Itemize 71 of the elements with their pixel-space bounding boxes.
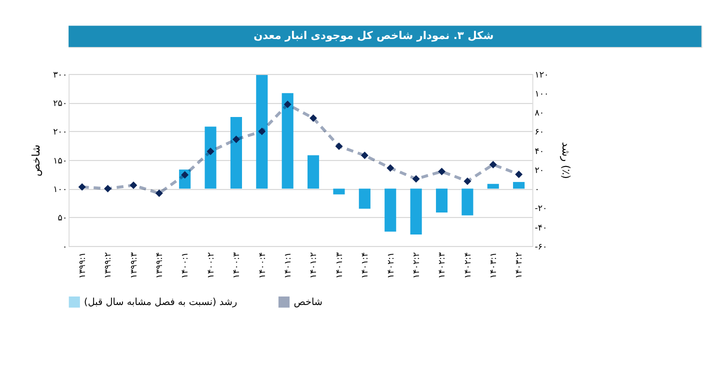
y-tick-label: ۲۰۰: [53, 128, 68, 138]
x-tick-label: ۱۴۰۰:۲: [206, 252, 216, 279]
bar: [513, 182, 525, 189]
chart-title: شکل ۳. نمودار شاخص کل موجودی انبار معدن: [254, 29, 494, 42]
y2-tick-label: ۴۰: [534, 146, 544, 157]
x-tick-label: ۱۴۰۱:۲: [309, 252, 320, 279]
bar: [462, 188, 474, 216]
x-tick-label: ۱۳۹۹:۳: [129, 252, 140, 279]
bar: [333, 188, 345, 194]
point: [360, 152, 368, 160]
legend-label: شاخص: [294, 296, 323, 308]
point: [206, 148, 214, 156]
point: [386, 164, 394, 172]
bar: [204, 126, 216, 189]
x-tick-label: ۱۴۰۰:۱: [180, 252, 191, 279]
y2-tick-label: -۲۰: [534, 204, 548, 214]
x-tick-label: ۱۴۰۱:۳: [334, 252, 345, 279]
x-tick-label: ۱۴۰۱:۱: [284, 252, 294, 279]
y2-tick-label: -۶۰: [534, 242, 548, 252]
point: [515, 170, 523, 178]
y2-tick-label: ۱۲۰: [534, 70, 549, 80]
bar: [256, 74, 268, 189]
x-tick-label: ۱۴۰۲:۲: [412, 252, 422, 279]
bar: [282, 93, 294, 189]
y-tick-label: ۰: [62, 242, 68, 252]
point: [130, 181, 138, 189]
bar: [487, 184, 499, 189]
point: [335, 142, 343, 150]
y2-tick-label: ۸۰: [534, 108, 544, 119]
point: [232, 136, 240, 144]
x-tick-label: ۱۴۰۲:۳: [438, 252, 448, 279]
x-tick-label: ۱۳۹۹:۲: [104, 252, 114, 279]
x-tick-label: ۱۴۰۳:۲: [514, 252, 525, 279]
point: [310, 114, 318, 122]
y-tick-label: ۲۵۰: [53, 99, 68, 110]
bar: [384, 188, 396, 232]
x-tick-label: ۱۴۰۰:۴: [258, 252, 268, 279]
point: [284, 100, 292, 108]
point: [258, 128, 266, 136]
point: [78, 183, 86, 191]
point: [464, 177, 472, 185]
x-tick-label: ۱۴۰۱:۴: [360, 252, 371, 279]
y2-tick-label: ۱۰۰: [534, 90, 549, 100]
bar: [410, 188, 422, 235]
bar: [358, 188, 370, 209]
y-tick-label: ۳۰۰: [53, 70, 68, 80]
x-tick-label: ۱۴۰۰:۳: [232, 252, 242, 279]
point: [181, 171, 189, 179]
bar: [308, 155, 320, 189]
point: [104, 184, 112, 192]
x-tick-label: ۱۳۹۹:۱: [78, 252, 88, 279]
point: [489, 160, 497, 168]
y2-tick-label: ۶۰: [534, 128, 544, 138]
y-tick-label: ۵۰: [58, 214, 68, 224]
x-tick-label: ۱۴۰۳:۱: [489, 252, 500, 279]
x-tick-label: ۱۴۰۲:۴: [463, 252, 474, 279]
y-axis-title: شاخص: [30, 144, 43, 176]
point: [438, 168, 446, 176]
x-tick-label: ۱۳۹۹:۴: [155, 252, 166, 279]
y2-axis-title: رشد (٪): [559, 142, 572, 179]
y-tick-label: ۱۰۰: [53, 185, 68, 196]
legend-label: رشد (نسبت به فصل مشابه سال قبل): [84, 296, 238, 308]
bar: [436, 188, 448, 213]
bar: [230, 117, 242, 189]
y-tick-label: ۱۵۰: [53, 156, 68, 166]
y2-tick-label: ۲۰: [534, 166, 544, 176]
x-tick-label: ۱۴۰۲:۱: [386, 252, 396, 279]
y2-tick-label: ۰: [534, 185, 540, 196]
y2-tick-label: -۴۰: [534, 223, 548, 234]
point: [412, 175, 420, 183]
point: [155, 190, 163, 197]
